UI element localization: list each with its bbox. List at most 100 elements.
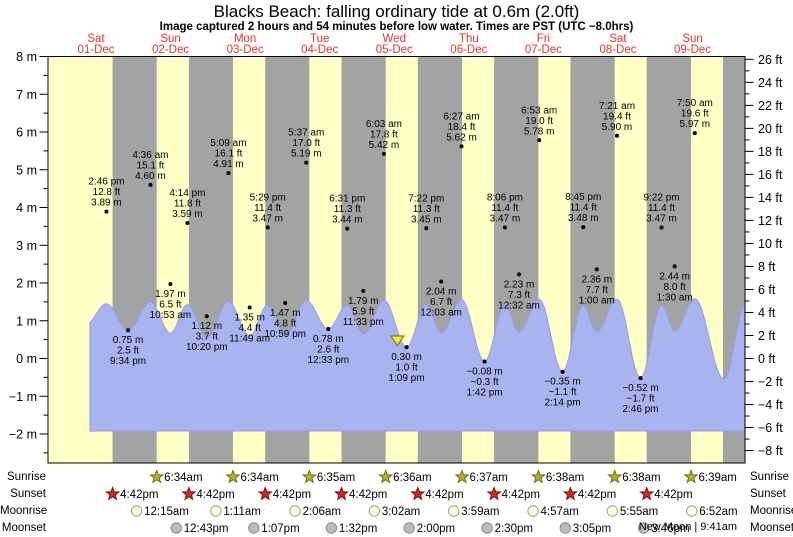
moonset-label-left: Moonset bbox=[1, 522, 46, 534]
tide-event-annotation: −0.35 m −1.1 ft 2:14 pm bbox=[544, 377, 580, 409]
day-label: Sat 01-Dec bbox=[77, 33, 115, 56]
day-label: Tue 04-Dec bbox=[301, 33, 339, 56]
sun-moon-time: 6:38am bbox=[546, 472, 584, 484]
sun-moon-time: 3:05pm bbox=[573, 523, 611, 535]
moonrise-circle-icon bbox=[210, 505, 222, 517]
sun-moon-time: 6:38am bbox=[622, 472, 660, 484]
sunrise-star-icon bbox=[530, 469, 546, 484]
sunrise-label-left: Sunrise bbox=[7, 471, 46, 483]
sunset-star-icon bbox=[105, 486, 121, 501]
sun-moon-time: 6:34am bbox=[164, 472, 202, 484]
tide-event-dot bbox=[581, 225, 586, 230]
moonrise-label-left: Moonrise bbox=[0, 505, 48, 517]
tide-event-dot bbox=[614, 133, 619, 138]
tide-event-dot bbox=[404, 345, 409, 350]
tide-event-dot bbox=[247, 305, 252, 310]
current-time-marker-icon bbox=[389, 335, 405, 347]
sunrise-star-icon bbox=[683, 469, 699, 484]
tide-event-dot bbox=[692, 131, 697, 136]
axis-label-right: 12 ft bbox=[758, 214, 783, 228]
day-label: Wed 05-Dec bbox=[375, 33, 413, 56]
axis-label-right: 16 ft bbox=[758, 168, 783, 182]
tide-event-annotation: 1.47 m 4.8 ft 10:59 pm bbox=[264, 308, 306, 340]
tide-event-annotation: 9:22 pm 11.4 ft 3.47 m bbox=[643, 193, 679, 225]
day-label: Sun 02-Dec bbox=[152, 33, 190, 56]
tide-event-dot bbox=[104, 209, 109, 214]
tide-event-dot bbox=[659, 225, 664, 230]
sunrise-star-icon bbox=[225, 469, 241, 484]
sun-moon-time: 1:32pm bbox=[339, 523, 377, 535]
moonrise-circle-icon bbox=[527, 505, 539, 517]
axis-label-left: 3 m bbox=[16, 239, 37, 253]
sun-moon-time: 6:39am bbox=[699, 472, 737, 484]
axis-label-right: 8 ft bbox=[758, 260, 776, 274]
tide-event-annotation: 1.79 m 5.9 ft 11:33 pm bbox=[343, 296, 384, 328]
sunset-star-icon bbox=[639, 486, 655, 501]
tide-event-annotation: 0.78 m 2.6 ft 12:33 pm bbox=[307, 334, 349, 366]
sunrise-star-icon bbox=[378, 469, 394, 484]
tide-event-dot bbox=[226, 171, 231, 176]
axis-label-left: 7 m bbox=[16, 88, 37, 102]
sun-moon-time: 12:15am bbox=[144, 506, 189, 518]
sun-moon-time: 4:57am bbox=[541, 506, 579, 518]
axis-label-left: −1 m bbox=[9, 390, 37, 404]
tide-event-dot bbox=[594, 267, 599, 272]
moonset-circle-icon bbox=[325, 522, 338, 534]
sun-moon-time: 2:06am bbox=[303, 506, 341, 518]
axis-label-left: 0 m bbox=[16, 352, 37, 366]
tide-event-annotation: 1.35 m 4.4 ft 11:49 am bbox=[229, 313, 270, 345]
sun-moon-time: 4:42pm bbox=[196, 489, 234, 501]
sun-moon-time: 3:02am bbox=[382, 506, 420, 518]
tide-event-dot bbox=[283, 301, 288, 306]
axis-label-left: 2 m bbox=[16, 277, 37, 291]
tide-event-dot bbox=[126, 328, 131, 333]
tide-event-annotation: 2.23 m 7.3 ft 12:32 am bbox=[498, 279, 540, 311]
sunrise-star-icon bbox=[607, 469, 623, 484]
tide-event-dot bbox=[204, 314, 209, 319]
sunset-star-icon bbox=[181, 486, 197, 501]
tide-event-dot bbox=[439, 279, 444, 284]
axis-label-right: 22 ft bbox=[758, 99, 783, 113]
sun-moon-time: 4:42pm bbox=[654, 489, 692, 501]
sunset-star-icon bbox=[333, 486, 350, 501]
tide-event-annotation: 4:14 pm 11.8 ft 3.59 m bbox=[169, 188, 205, 220]
sun-moon-time: 1:11am bbox=[223, 506, 261, 518]
tide-event-dot bbox=[672, 264, 677, 269]
sun-moon-time: 1:07pm bbox=[261, 523, 299, 535]
sunset-label-left: Sunset bbox=[10, 488, 46, 500]
tide-event-annotation: 0.30 m 1.0 ft 1:09 pm bbox=[388, 352, 424, 384]
sun-moon-time: 6:37am bbox=[470, 472, 508, 484]
sun-moon-time: 12:43pm bbox=[184, 523, 229, 535]
axis-label-right: −6 ft bbox=[758, 421, 783, 435]
tide-event-annotation: 8:06 pm 11.4 ft 3.47 m bbox=[487, 193, 523, 225]
sunset-star-icon bbox=[562, 486, 578, 501]
sun-moon-time: 4:42pm bbox=[502, 489, 540, 501]
axis-label-right: 14 ft bbox=[758, 191, 783, 205]
sun-moon-time: 6:52am bbox=[699, 506, 737, 518]
tide-event-annotation: 0.75 m 2.5 ft 9:34 pm bbox=[110, 335, 146, 367]
day-label: Thu 06-Dec bbox=[450, 33, 488, 56]
tide-event-dot bbox=[185, 220, 190, 225]
sunset-star-icon bbox=[410, 486, 426, 501]
tide-event-annotation: 2.36 m 7.7 ft 1:00 am bbox=[579, 274, 615, 306]
sun-moon-time: 2:30pm bbox=[495, 523, 533, 535]
day-label: Fri 07-Dec bbox=[524, 33, 562, 56]
tide-event-dot bbox=[168, 282, 173, 287]
tide-event-annotation: 5:29 pm 11.4 ft 3.47 m bbox=[250, 193, 286, 225]
sunrise-star-icon bbox=[301, 469, 317, 484]
tide-event-annotation: 6:53 am 19.0 ft 5.78 m bbox=[521, 105, 557, 137]
axis-label-right: 0 ft bbox=[758, 352, 776, 366]
sunset-label-right: Sunset bbox=[750, 488, 786, 500]
moonrise-circle-icon bbox=[130, 505, 143, 517]
tide-event-annotation: 1.97 m 6.5 ft 10:53 am bbox=[150, 289, 192, 321]
sun-moon-time: 5:55am bbox=[620, 506, 658, 518]
sunrise-label-right: Sunrise bbox=[750, 471, 789, 483]
tide-event-dot bbox=[537, 138, 542, 143]
moonset-circle-icon bbox=[559, 522, 571, 534]
tide-event-dot bbox=[638, 376, 643, 381]
tide-event-annotation: 8:45 pm 11.4 ft 3.48 m bbox=[565, 192, 601, 224]
tide-event-annotation: 7:21 am 19.4 ft 5.90 m bbox=[599, 101, 635, 133]
sun-moon-time: 6:35am bbox=[317, 472, 355, 484]
moonset-label-right: Moonset bbox=[750, 522, 793, 534]
